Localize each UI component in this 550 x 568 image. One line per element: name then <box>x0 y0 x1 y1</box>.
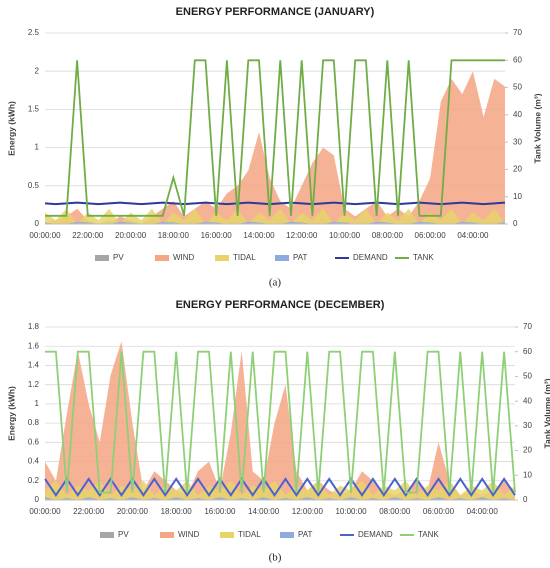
y2-tick-label: 70 <box>513 28 522 37</box>
legend-label: TANK <box>418 530 439 539</box>
x-tick-label: 14:00:00 <box>243 231 275 240</box>
y2-tick-label: 60 <box>523 347 532 356</box>
y2-tick-label: 20 <box>523 446 532 455</box>
x-tick-label: 10:00:00 <box>335 507 367 516</box>
legend-label: TIDAL <box>233 253 256 262</box>
x-tick-label: 20:00:00 <box>115 231 147 240</box>
y2-tick-label: 10 <box>513 192 522 201</box>
y-tick-label: 0.6 <box>28 437 40 446</box>
y-tick-label: 1.8 <box>28 322 40 331</box>
area <box>45 208 505 224</box>
line <box>45 59 505 217</box>
legend-swatch <box>155 255 169 261</box>
line <box>44 201 506 206</box>
y-tick-label: 0 <box>35 219 40 228</box>
x-tick-label: 06:00:00 <box>423 507 455 516</box>
line <box>44 477 516 497</box>
y2-tick-label: 20 <box>513 165 522 174</box>
area <box>45 341 515 500</box>
y-tick-label: 1 <box>35 399 40 408</box>
x-tick-label: 22:00:00 <box>73 507 105 516</box>
legend-swatch <box>280 532 294 538</box>
x-tick-label: 22:00:00 <box>72 231 104 240</box>
legend-label: PV <box>118 530 129 539</box>
x-tick-label: 16:00:00 <box>201 231 233 240</box>
y2-tick-label: 30 <box>513 137 522 146</box>
y-axis-label: Energy (kWh) <box>6 386 16 441</box>
x-tick-label: 06:00:00 <box>415 231 447 240</box>
legend-label: TIDAL <box>238 530 261 539</box>
x-tick-label: 20:00:00 <box>117 507 149 516</box>
y2-axis-label: Tank Volume (m³) <box>532 93 542 163</box>
y-tick-label: 1.4 <box>28 361 40 370</box>
area <box>45 480 515 500</box>
legend-label: PAT <box>293 253 307 262</box>
y2-tick-label: 40 <box>513 110 522 119</box>
legend-label: DEMAND <box>353 253 388 262</box>
y2-tick-label: 0 <box>523 495 528 504</box>
caption: (a) <box>269 277 282 289</box>
y-tick-label: 0.2 <box>28 476 40 485</box>
chart-title: ENERGY PERFORMANCE (DECEMBER) <box>176 299 385 311</box>
legend-label: PAT <box>298 530 312 539</box>
area <box>45 71 505 224</box>
x-tick-label: 08:00:00 <box>372 231 404 240</box>
y-tick-label: 0 <box>35 495 40 504</box>
area <box>45 497 515 500</box>
legend-swatch <box>95 255 109 261</box>
area <box>45 221 505 224</box>
x-tick-label: 00:00:00 <box>29 507 61 516</box>
legend-label: PV <box>113 253 124 262</box>
y2-axis-label: Tank Volume (m³) <box>542 378 550 448</box>
legend-swatch <box>220 532 234 538</box>
x-tick-label: 00:00:00 <box>29 231 61 240</box>
legend-swatch <box>275 255 289 261</box>
legend-swatch <box>160 532 174 538</box>
line <box>45 350 516 494</box>
y-tick-label: 2 <box>35 66 40 75</box>
y-tick-label: 1.6 <box>28 341 40 350</box>
y-tick-label: 1.5 <box>28 105 40 114</box>
x-tick-label: 12:00:00 <box>286 231 318 240</box>
x-tick-label: 04:00:00 <box>467 507 499 516</box>
x-tick-label: 14:00:00 <box>248 507 280 516</box>
x-tick-label: 18:00:00 <box>161 507 193 516</box>
chart-title: ENERGY PERFORMANCE (JANUARY) <box>176 6 375 18</box>
caption: (b) <box>269 552 282 564</box>
y2-tick-label: 70 <box>523 322 532 331</box>
y2-tick-label: 40 <box>523 396 532 405</box>
y2-tick-label: 60 <box>513 55 522 64</box>
y2-tick-label: 50 <box>513 83 522 92</box>
y-tick-label: 2.5 <box>28 28 40 37</box>
x-tick-label: 04:00:00 <box>457 231 489 240</box>
y2-tick-label: 0 <box>513 219 518 228</box>
x-tick-label: 12:00:00 <box>292 507 324 516</box>
y2-tick-label: 50 <box>523 372 532 381</box>
legend-label: WIND <box>173 253 195 262</box>
y-tick-label: 0.4 <box>28 457 40 466</box>
x-tick-label: 08:00:00 <box>379 507 411 516</box>
y-tick-label: 0.8 <box>28 418 40 427</box>
legend-label: DEMAND <box>358 530 393 539</box>
y-axis-label: Energy (kWh) <box>6 101 16 156</box>
legend-swatch <box>215 255 229 261</box>
y2-tick-label: 10 <box>523 470 532 479</box>
y-tick-label: 1.2 <box>28 380 40 389</box>
y-tick-label: 0.5 <box>28 181 40 190</box>
legend-swatch <box>100 532 114 538</box>
legend-label: TANK <box>413 253 434 262</box>
x-tick-label: 16:00:00 <box>204 507 236 516</box>
y-tick-label: 1 <box>35 143 40 152</box>
x-tick-label: 10:00:00 <box>329 231 361 240</box>
legend-label: WIND <box>178 530 200 539</box>
x-tick-label: 18:00:00 <box>158 231 190 240</box>
y2-tick-label: 30 <box>523 421 532 430</box>
